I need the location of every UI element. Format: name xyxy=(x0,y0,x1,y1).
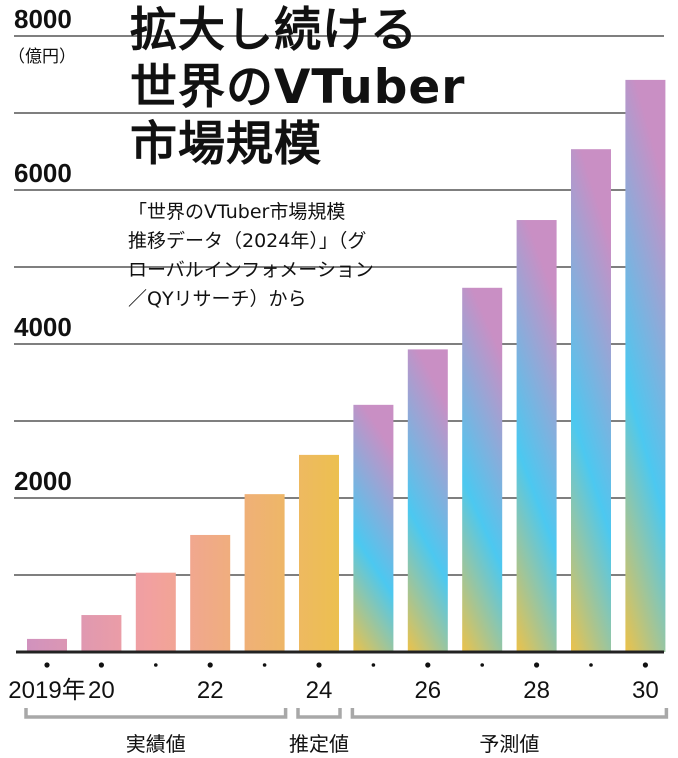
bar xyxy=(571,149,611,652)
x-tick-dot xyxy=(534,662,540,668)
group-bracket xyxy=(350,708,669,719)
bar xyxy=(27,638,67,652)
source-line-3: ローバルインフォメーション xyxy=(128,259,374,281)
x-tick-label: 22 xyxy=(197,677,224,704)
bar xyxy=(190,534,231,652)
y-tick-label: 2000 xyxy=(14,466,72,496)
source-line-1: 「世界のVTuber市場規模 xyxy=(128,201,346,223)
x-tick-label: 30 xyxy=(632,677,659,704)
bar xyxy=(353,404,394,652)
y-axis-unit: （億円） xyxy=(8,47,76,67)
source-line-4: ／QYリサーチ）から xyxy=(128,288,307,310)
y-tick-label: 6000 xyxy=(14,158,72,188)
x-tick-dot xyxy=(44,662,50,668)
x-tick-dot xyxy=(262,663,267,667)
source-note: 「世界のVTuber市場規模 推移データ（2024年）」（グ ローバルインフォメ… xyxy=(128,198,374,314)
x-tick-label: 26 xyxy=(414,677,441,704)
bar xyxy=(81,615,122,652)
x-tick-dot xyxy=(371,663,376,667)
x-tick-dot xyxy=(589,663,593,667)
group-label: 予測値 xyxy=(479,732,539,756)
source-line-2: 推移データ（2024年）」（グ xyxy=(128,230,367,252)
title-line-2: 世界のVTuber xyxy=(130,60,466,115)
x-tick-dot xyxy=(480,663,485,667)
title-line-1: 拡大し続ける xyxy=(130,3,418,58)
group-bracket xyxy=(296,708,342,719)
bar xyxy=(407,349,448,652)
bar xyxy=(462,287,503,652)
x-tick-dot xyxy=(154,663,158,667)
x-tick-dot xyxy=(98,662,104,668)
x-tick-label: 2019年 xyxy=(8,677,85,704)
bar xyxy=(625,79,666,652)
x-tick-label: 20 xyxy=(88,677,115,704)
x-tick-label: 28 xyxy=(523,677,550,704)
bar xyxy=(299,454,339,652)
x-tick-dot xyxy=(316,662,322,668)
x-tick-dot xyxy=(642,662,649,668)
group-label: 実績値 xyxy=(126,732,186,756)
bar xyxy=(516,220,557,652)
group-label: 推定値 xyxy=(289,732,349,756)
x-tick-label: 24 xyxy=(306,677,333,704)
chart-title: 拡大し続ける 世界のVTuber 市場規模 xyxy=(130,2,465,173)
y-tick-label: 4000 xyxy=(14,312,72,342)
bar xyxy=(244,494,285,652)
title-line-3: 市場規模 xyxy=(130,117,322,172)
x-tick-dot xyxy=(207,662,213,668)
group-bracket xyxy=(24,708,288,719)
x-tick-dot xyxy=(425,662,431,668)
y-tick-label: 8000 xyxy=(14,4,72,34)
bar xyxy=(135,572,176,652)
